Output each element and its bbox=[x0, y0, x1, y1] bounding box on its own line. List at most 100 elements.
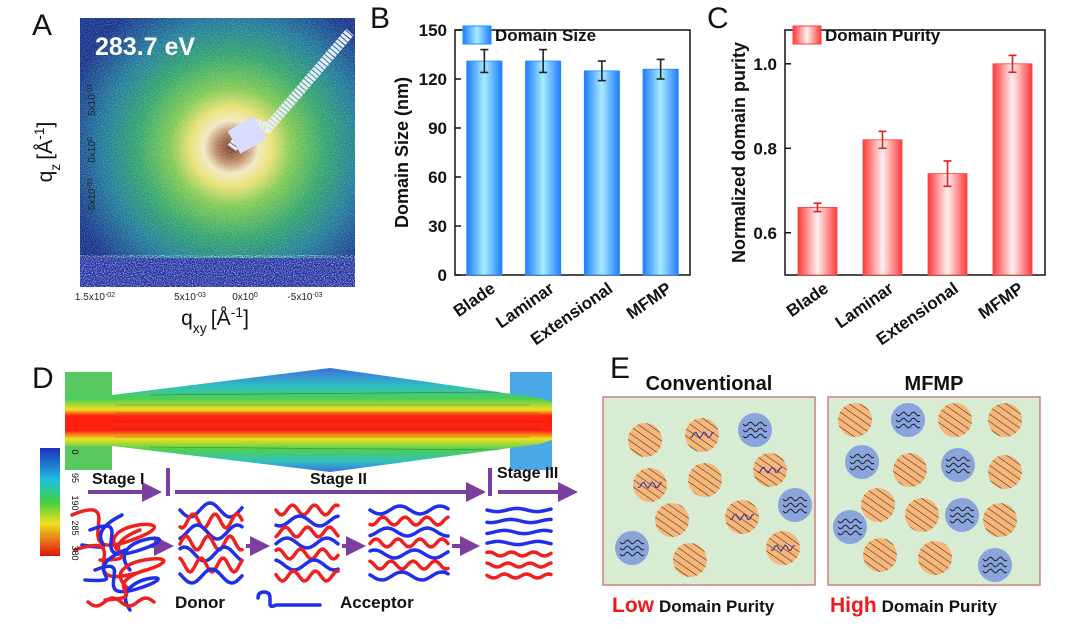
tick-label: 1.5x10-02 bbox=[75, 292, 115, 304]
x-tick-label: MFMP bbox=[975, 279, 1027, 323]
chain-line bbox=[982, 568, 1008, 574]
axis-title-part: ] bbox=[243, 307, 249, 330]
donor-domain bbox=[673, 543, 707, 577]
box-title: MFMP bbox=[905, 373, 964, 395]
chain-line bbox=[895, 423, 921, 429]
tick-label: -5x10-03 bbox=[87, 178, 99, 213]
chain bbox=[83, 548, 127, 583]
chain-line bbox=[849, 465, 875, 471]
bar bbox=[642, 68, 679, 276]
tick-label: 0x100 bbox=[87, 137, 99, 163]
caption-emphasis: Low bbox=[612, 594, 655, 617]
chain bbox=[368, 548, 450, 560]
panel-letter: B bbox=[370, 2, 390, 35]
donor-domain bbox=[893, 453, 927, 487]
chain-line bbox=[982, 562, 1008, 568]
chain bbox=[274, 503, 340, 517]
chain-line bbox=[945, 462, 971, 468]
stage-label: Stage III bbox=[497, 465, 558, 482]
x-tick-label: MFMP bbox=[623, 279, 675, 323]
chain bbox=[485, 572, 553, 580]
mixed-chain bbox=[757, 466, 783, 474]
chain-line bbox=[742, 421, 768, 427]
chain-line bbox=[782, 508, 808, 514]
legend-label: Domain Purity bbox=[825, 26, 941, 45]
chain-line bbox=[837, 518, 863, 524]
donor-domain bbox=[988, 455, 1022, 489]
tick-exp: -02 bbox=[105, 292, 115, 299]
plot-frame bbox=[784, 29, 1046, 276]
mixed-chain bbox=[729, 513, 755, 521]
error-bar bbox=[1008, 54, 1017, 74]
chain-line bbox=[949, 506, 975, 512]
chain bbox=[178, 556, 244, 574]
colorbar-tick: 95 bbox=[70, 473, 80, 483]
chain bbox=[178, 512, 244, 530]
error-bar bbox=[943, 160, 952, 188]
donor-domain bbox=[988, 403, 1022, 437]
stage-label: Stage I bbox=[92, 471, 144, 488]
donor-domain bbox=[938, 403, 972, 437]
donor-domain bbox=[983, 503, 1017, 537]
bar bbox=[992, 63, 1033, 276]
error-bar bbox=[539, 48, 548, 74]
chain-line bbox=[949, 518, 975, 524]
chain bbox=[485, 561, 553, 569]
panel-letter: C bbox=[707, 2, 729, 35]
mixed-chain bbox=[770, 544, 796, 552]
chain bbox=[485, 539, 553, 547]
chain bbox=[178, 567, 244, 585]
acceptor-domain bbox=[833, 510, 867, 544]
acceptor-domain bbox=[615, 531, 649, 565]
chain-line bbox=[982, 556, 1008, 562]
axis-title-part: z bbox=[47, 164, 63, 171]
chain bbox=[93, 564, 160, 612]
acceptor-domain bbox=[845, 445, 879, 479]
tick-exp: 0 bbox=[254, 292, 258, 299]
tick-exp: -03 bbox=[312, 292, 322, 299]
axis-title-part: q bbox=[181, 307, 193, 330]
tick-base: 0x10 bbox=[87, 141, 98, 163]
chain bbox=[485, 528, 553, 536]
donor-domain bbox=[838, 403, 872, 437]
donor-domain bbox=[688, 463, 722, 497]
colorbar-tick: 380 bbox=[70, 545, 80, 560]
y-axis-title: Domain Size (nm) bbox=[392, 77, 412, 228]
acceptor-domain bbox=[891, 403, 925, 437]
chain-line bbox=[742, 433, 768, 439]
chain-line bbox=[619, 551, 645, 557]
chain-line bbox=[945, 456, 971, 462]
tick-base: -5x10 bbox=[287, 292, 312, 303]
axis-title-part: [Å bbox=[211, 307, 231, 330]
tick-base: -5x10 bbox=[87, 188, 98, 213]
chain bbox=[368, 537, 450, 549]
legend-chain bbox=[256, 590, 322, 609]
chain bbox=[274, 514, 340, 528]
axis-title-part: -1 bbox=[231, 304, 244, 320]
caption-text: Domain Purity bbox=[882, 597, 998, 616]
chain bbox=[274, 558, 340, 572]
caption: Low Domain Purity bbox=[612, 594, 775, 617]
stage-arrows bbox=[88, 468, 578, 556]
axis-title: qxy [Å-1] bbox=[181, 304, 249, 336]
tick-exp: 0 bbox=[87, 137, 94, 141]
chain bbox=[485, 506, 553, 514]
tick-label: 5x10-03 bbox=[174, 292, 206, 304]
error-bar bbox=[656, 58, 665, 80]
legend-label: Domain Size bbox=[495, 26, 596, 45]
chain-line bbox=[895, 417, 921, 423]
axis-title-part: xy bbox=[193, 320, 207, 336]
error-bar bbox=[813, 202, 822, 213]
donor-domain bbox=[905, 498, 939, 532]
legend-swatch bbox=[792, 25, 822, 45]
chain bbox=[274, 569, 340, 583]
acceptor-domain bbox=[738, 413, 772, 447]
bar bbox=[862, 139, 903, 276]
tick-label: -5x10-03 bbox=[287, 292, 322, 304]
chain-line bbox=[782, 496, 808, 502]
chain bbox=[70, 508, 157, 557]
chain bbox=[368, 526, 450, 538]
panel-letter: E bbox=[610, 352, 630, 385]
panel-letter: A bbox=[32, 9, 52, 42]
chain bbox=[485, 517, 553, 525]
